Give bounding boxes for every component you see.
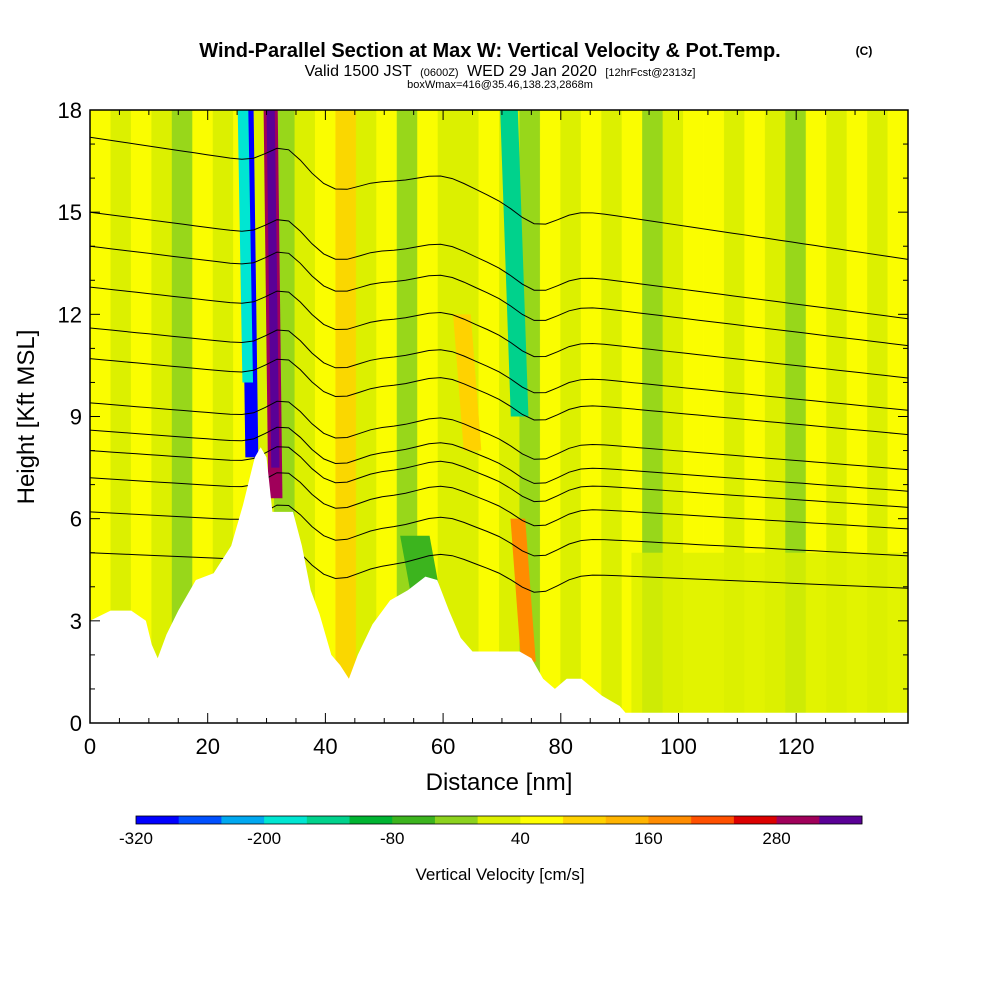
colorbar-tick-label: 280 — [762, 829, 790, 848]
velocity-feature — [500, 110, 529, 417]
theta-contour — [90, 472, 908, 530]
velocity-band — [478, 110, 500, 723]
colorbar-swatch — [136, 816, 180, 824]
velocity-band — [376, 110, 398, 723]
colorbar-swatch — [520, 816, 564, 824]
colorbar-tick-label: -320 — [119, 829, 153, 848]
velocity-band — [601, 110, 623, 723]
colorbar-swatch — [819, 816, 863, 824]
subtitle-forecast: [12hrFcst@2313z] — [605, 67, 695, 79]
colorbar-swatch — [434, 816, 479, 824]
colorbar-frame — [135, 815, 863, 825]
x-tick-label: 0 — [84, 734, 96, 759]
x-tick-label: 120 — [778, 734, 815, 759]
velocity-feature — [453, 314, 482, 451]
theta-contour — [90, 327, 908, 411]
theta-contour — [90, 136, 908, 260]
colorbar-swatch — [306, 816, 350, 824]
colorbar-swatch — [691, 816, 735, 824]
velocity-band — [110, 110, 132, 723]
velocity-band — [192, 110, 214, 723]
colorbar-tick-label: -200 — [247, 829, 281, 848]
velocity-band — [437, 110, 459, 723]
y-tick-label: 9 — [70, 405, 82, 430]
colorbar-swatch — [605, 816, 649, 824]
chart-title: Wind-Parallel Section at Max W: Vertical… — [199, 40, 780, 62]
velocity-band — [151, 110, 173, 723]
theta-contour — [90, 211, 908, 320]
colorbar-title: Vertical Velocity [cm/s] — [415, 865, 584, 884]
y-tick-label: 6 — [70, 507, 82, 532]
velocity-band — [90, 110, 111, 723]
y-axis: 0 3 6 9 12 15 18 — [58, 98, 908, 736]
y-tick-label: 0 — [70, 711, 82, 736]
theta-contours — [90, 136, 908, 593]
velocity-band — [171, 110, 193, 723]
velocity-band — [314, 110, 336, 723]
subtitle-utc-time: (0600Z) — [420, 67, 459, 79]
y-axis-title: Height [Kft MSL] — [13, 330, 40, 505]
colorbar-swatch — [563, 816, 607, 824]
theta-contour — [90, 400, 908, 471]
theta-contour — [90, 504, 908, 557]
theta-contour — [90, 358, 908, 436]
theta-contour — [90, 426, 908, 492]
velocity-feature — [510, 518, 536, 662]
chart-subtitle-box: boxWmax=416@35.46,138.23,2868m — [407, 79, 593, 91]
terrain-mask — [90, 447, 908, 723]
subtitle-valid-time: Valid 1500 JST — [305, 63, 413, 80]
velocity-band — [580, 110, 602, 723]
colorbar-swatch — [648, 816, 692, 824]
velocity-feature — [237, 110, 254, 383]
colorbar — [135, 815, 863, 825]
y-tick-label: 12 — [58, 302, 82, 327]
colorbar-tick-label: 160 — [634, 829, 662, 848]
title-copyright-mark: (C) — [856, 44, 873, 58]
velocity-band — [130, 110, 152, 723]
theta-contour — [90, 286, 908, 379]
colorbar-tick-labels: -320 -200 -80 40 160 280 — [119, 829, 791, 848]
colorbar-swatch — [392, 816, 436, 824]
colorbar-swatch — [178, 816, 222, 824]
velocity-band — [539, 110, 561, 723]
colorbar-swatch — [221, 816, 265, 824]
velocity-band — [355, 110, 377, 723]
velocity-features — [237, 110, 536, 662]
velocity-band-lowlevel — [631, 552, 908, 723]
colorbar-tick-label: 40 — [511, 829, 530, 848]
x-tick-label: 60 — [431, 734, 455, 759]
velocity-band — [560, 110, 582, 723]
chart-subtitle: Valid 1500 JST (0600Z) WED 29 Jan 2020 [… — [305, 63, 696, 80]
theta-contour — [90, 446, 908, 508]
x-axis: 0 20 40 60 80 100 120 — [84, 110, 885, 759]
y-tick-label: 15 — [58, 200, 82, 225]
x-tick-label: 40 — [313, 734, 337, 759]
y-tick-label: 18 — [58, 98, 82, 123]
velocity-band — [335, 110, 357, 723]
x-tick-label: 80 — [549, 734, 573, 759]
colorbar-swatch — [264, 816, 308, 824]
velocity-feature — [266, 110, 280, 468]
x-tick-label: 20 — [195, 734, 219, 759]
colorbar-swatch — [349, 816, 393, 824]
plot-area — [90, 110, 908, 723]
y-tick-label: 3 — [70, 609, 82, 634]
theta-contour — [90, 245, 908, 347]
subtitle-date: WED 29 Jan 2020 — [467, 63, 597, 80]
colorbar-swatch — [776, 816, 820, 824]
x-tick-label: 100 — [660, 734, 697, 759]
colorbar-swatch — [733, 816, 777, 824]
colorbar-tick-label: -80 — [380, 829, 405, 848]
x-axis-title: Distance [nm] — [426, 769, 573, 796]
colorbar-swatch — [477, 816, 521, 824]
